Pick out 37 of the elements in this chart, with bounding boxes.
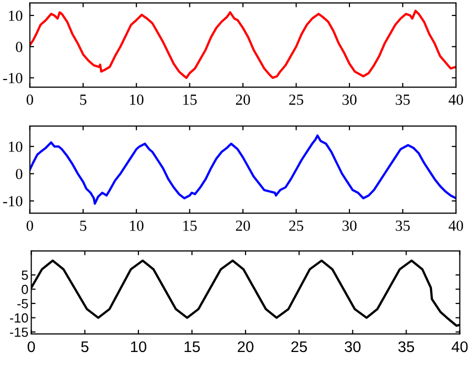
x-tick-label: 25: [291, 341, 307, 352]
y-tick-label: 0: [16, 42, 22, 52]
x-tick-label: 10: [131, 341, 146, 352]
x-tick-label: 30: [344, 341, 361, 352]
x-tick-label: 35: [396, 94, 410, 105]
x-tick-label: 10: [130, 220, 144, 231]
x-tick-label: 40: [448, 94, 464, 105]
x-tick-label: 35: [396, 220, 410, 231]
x-tick-label: 20: [236, 94, 250, 105]
x-tick-label: 15: [183, 94, 197, 105]
y-tick-label: 0: [16, 168, 22, 180]
y-tick-label: -10: [10, 313, 28, 323]
x-tick-label: 35: [398, 341, 414, 352]
x-tick-label: 15: [184, 341, 200, 352]
x-tick-label: 30: [342, 220, 357, 231]
y-tick-label: -10: [3, 72, 22, 84]
y-tick-label: -15: [10, 328, 28, 337]
x-tick-label: 25: [289, 94, 304, 105]
x-tick-label: 30: [342, 94, 357, 105]
y-tick-label: 10: [8, 142, 22, 152]
x-tick-label: 5: [81, 341, 88, 352]
x-tick-label: 20: [236, 220, 250, 231]
x-tick-label: 25: [289, 220, 304, 231]
x-tick-label: 5: [80, 220, 86, 231]
x-tick-label: 5: [80, 94, 86, 105]
x-tick-label: 15: [183, 220, 197, 231]
x-tick-label: 40: [452, 341, 468, 352]
y-tick-label: -10: [3, 196, 22, 206]
y-tick-label: -5: [17, 299, 28, 308]
y-tick-label: 5: [22, 270, 28, 280]
x-tick-label: 10: [130, 94, 144, 105]
line-series: [30, 10, 456, 79]
y-tick-label: 10: [8, 10, 22, 21]
line-series: [30, 134, 456, 205]
y-tick-label: 0: [22, 284, 28, 294]
x-tick-label: 20: [238, 341, 254, 352]
x-tick-label: 40: [448, 220, 464, 231]
